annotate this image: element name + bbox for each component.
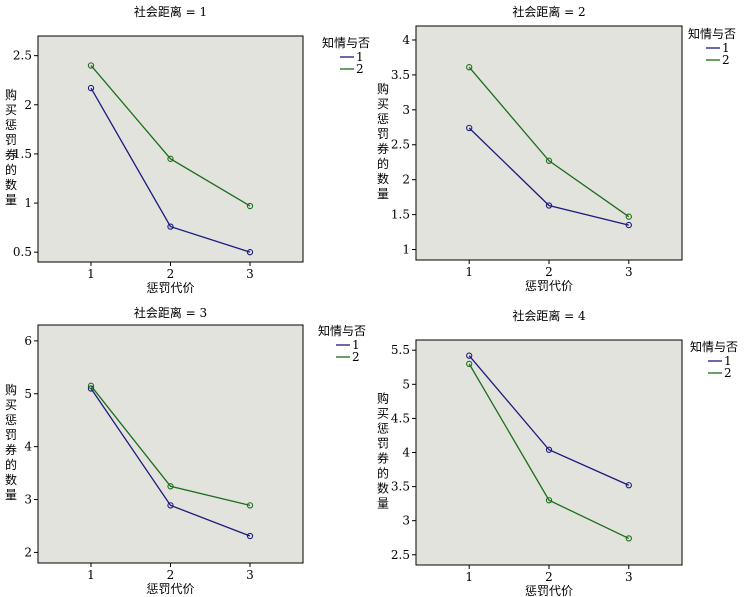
series-line-2 [468, 363, 630, 539]
x-tick-label: 2 [167, 267, 175, 281]
legend-label-2: 2 [722, 53, 730, 67]
y-tick-label: 2.5 [391, 138, 410, 152]
x-tick-label: 3 [625, 570, 633, 584]
y-axis-label: 购买惩罚券的数量 [5, 382, 17, 502]
legend-title: 知情与否 [322, 36, 370, 50]
series-line-1 [90, 87, 251, 253]
y-tick-label: 3 [402, 514, 410, 528]
y-tick-label: 5.5 [391, 343, 410, 357]
y-tick-label: 1 [24, 196, 32, 210]
legend-label-2: 2 [356, 62, 364, 76]
x-tick-label: 3 [246, 267, 254, 281]
data-point-1 [466, 352, 473, 359]
plot-area [415, 25, 683, 261]
legend-title: 知情与否 [690, 340, 738, 354]
data-point-2 [625, 213, 632, 220]
x-tick-label: 1 [87, 568, 95, 582]
legend-title: 知情与否 [318, 324, 366, 338]
data-point-2 [466, 64, 473, 71]
chart-title: 社会距离 = 1 [134, 4, 207, 19]
x-tick-label: 2 [545, 265, 553, 279]
data-point-2 [625, 535, 632, 542]
y-tick-label: 3.5 [391, 480, 410, 494]
legend-title: 知情与否 [688, 27, 736, 41]
data-point-2 [466, 360, 473, 368]
series-line-2 [90, 65, 251, 207]
legend-label-2: 2 [352, 350, 360, 364]
plot-area [37, 324, 304, 564]
y-tick-label: 6 [24, 334, 32, 348]
data-point-2 [87, 382, 95, 389]
y-tick-label: 5 [24, 387, 32, 401]
x-axis-label: 惩罚代价 [146, 281, 194, 295]
y-tick-label: 1.5 [13, 147, 32, 161]
data-point-1 [87, 84, 95, 92]
chart-title: 社会距离 = 3 [134, 305, 207, 320]
y-tick-label: 3.5 [391, 68, 410, 82]
y-tick-label: 2.5 [13, 49, 32, 63]
data-point-1 [167, 502, 174, 509]
data-point-1 [625, 482, 632, 489]
x-axis-label: 惩罚代价 [146, 582, 194, 596]
data-point-1 [545, 446, 553, 453]
chart-title: 社会距离 = 2 [512, 4, 585, 19]
x-tick-label: 3 [625, 265, 633, 279]
chart-panel-2: 社会距离 = 211.522.533.541 2 3惩罚代价购买惩罚券的数量知情与否… [377, 4, 736, 293]
series-line-1 [90, 388, 251, 537]
x-axis-label: 惩罚代价 [525, 584, 573, 597]
x-axis-label: 惩罚代价 [525, 279, 573, 293]
plot-area [37, 35, 304, 263]
data-point-2 [246, 502, 254, 509]
y-tick-label: 2 [24, 98, 32, 112]
series-line-1 [468, 127, 629, 226]
series-line-2 [468, 66, 630, 218]
y-tick-label: 2 [402, 173, 410, 187]
data-point-2 [167, 483, 174, 490]
legend-label-1: 1 [356, 50, 364, 64]
y-tick-label: 2.5 [391, 548, 410, 562]
series-line-1 [468, 355, 630, 486]
y-tick-label: 3 [402, 103, 410, 117]
data-point-2 [545, 157, 553, 164]
data-point-1 [167, 223, 174, 230]
y-axis-label: 购买惩罚券的数量 [377, 391, 389, 511]
chart-title: 社会距离 = 4 [512, 308, 586, 323]
x-tick-label: 2 [545, 570, 553, 584]
legend-label-2: 2 [724, 366, 732, 380]
x-tick-label: 1 [87, 267, 95, 281]
y-tick-label: 1 [402, 243, 410, 257]
y-tick-label: 4 [402, 33, 410, 47]
data-point-1 [246, 532, 254, 540]
legend-label-1: 1 [722, 41, 730, 55]
data-point-2 [545, 497, 553, 504]
data-point-1 [545, 202, 553, 209]
series-line-2 [90, 385, 251, 506]
legend-label-1: 1 [724, 354, 732, 368]
x-tick-label: 1 [465, 265, 473, 279]
data-point-1 [625, 221, 632, 229]
data-point-2 [87, 62, 95, 69]
data-point-1 [246, 249, 254, 256]
chart-panel-4: 社会距离 = 42.533.544.555.51 2 3惩罚代价购买惩罚券的数量知情… [377, 308, 738, 597]
y-axis-label: 购买惩罚券的数量 [377, 81, 389, 201]
data-point-2 [246, 202, 254, 210]
data-point-1 [466, 124, 473, 132]
y-tick-label: 3 [24, 493, 32, 507]
y-tick-label: 4 [402, 446, 410, 460]
y-tick-label: 4 [24, 440, 32, 454]
x-tick-label: 1 [465, 570, 473, 584]
y-tick-label: 1.5 [391, 208, 410, 222]
x-tick-label: 3 [246, 568, 254, 582]
y-tick-label: 4.5 [391, 411, 410, 425]
x-tick-label: 2 [167, 568, 175, 582]
y-axis-label: 购买惩罚券的数量 [5, 87, 17, 207]
y-tick-label: 5 [402, 377, 410, 391]
legend-label-1: 1 [352, 338, 360, 352]
y-tick-label: 0.5 [13, 245, 32, 259]
data-point-2 [167, 155, 174, 162]
y-tick-label: 2 [24, 545, 32, 559]
